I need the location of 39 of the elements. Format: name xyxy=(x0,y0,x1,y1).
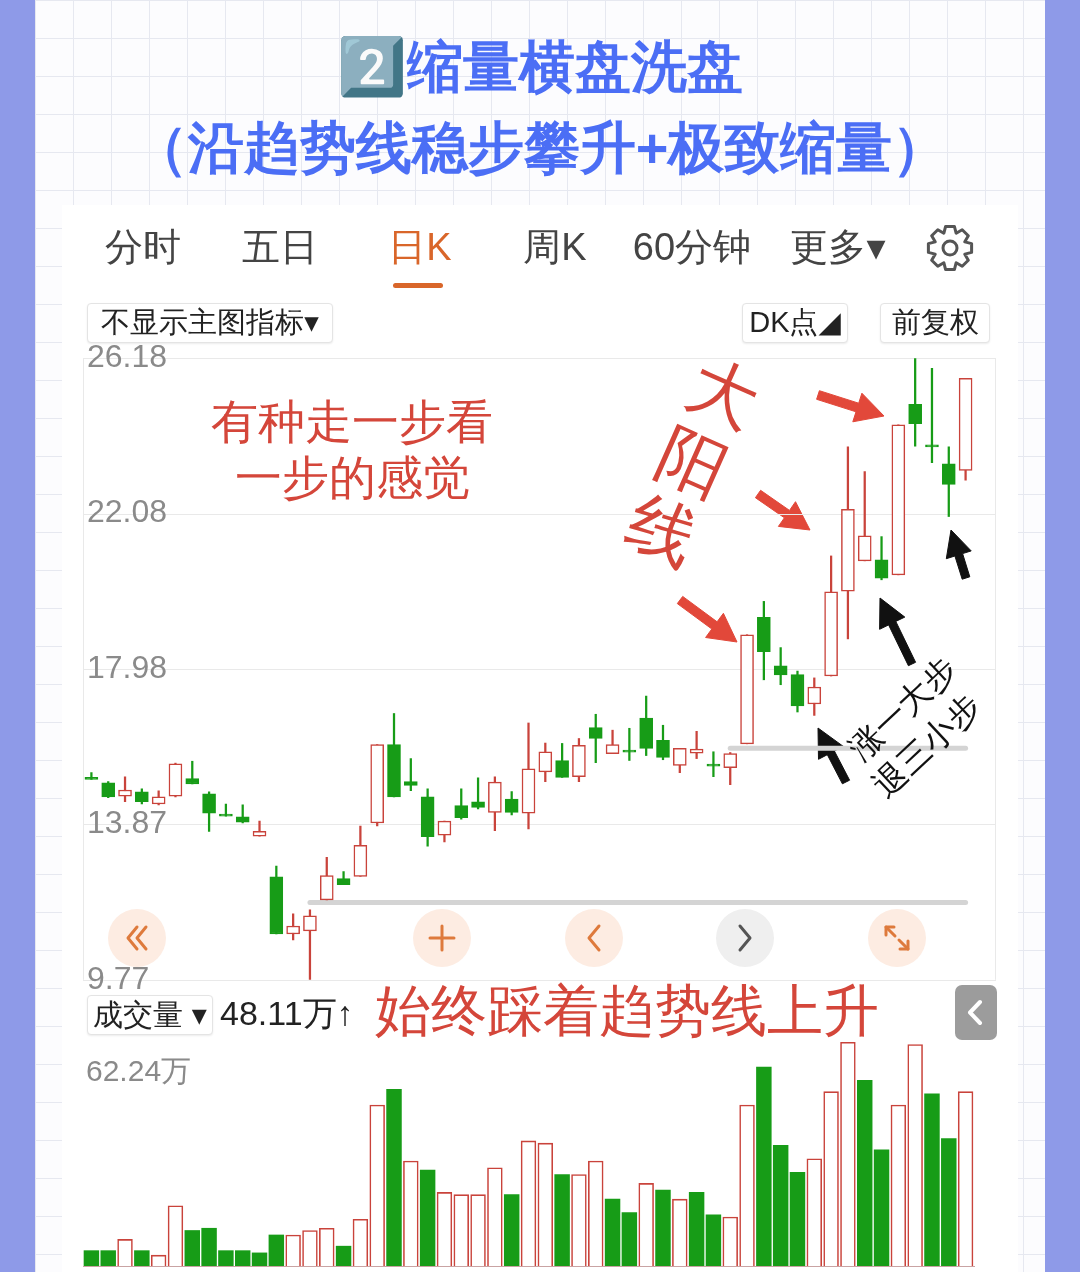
y-tick-label: 9.77 xyxy=(87,959,150,996)
bar xyxy=(386,1089,402,1266)
annotation: 62.24万 xyxy=(86,1053,192,1087)
text: 60分钟 xyxy=(632,226,752,269)
bar xyxy=(621,1212,638,1266)
y-tick-label: 26.18 xyxy=(87,338,168,375)
text: DK点◢ xyxy=(742,303,848,343)
y-tick-label: 22.08 xyxy=(87,493,168,530)
bar xyxy=(335,1245,352,1266)
bar xyxy=(503,1194,520,1266)
text: 成交量 ▾ xyxy=(87,995,213,1035)
bar xyxy=(856,1080,873,1266)
bar xyxy=(688,1192,705,1266)
chart-subtitle: （沿趋势线稳步攀升+极致缩量） xyxy=(130,114,950,181)
text: 更多▾ xyxy=(790,226,886,269)
bar xyxy=(789,1171,806,1266)
bar xyxy=(251,1252,268,1266)
y-tick-label: 17.98 xyxy=(87,648,168,685)
bar xyxy=(554,1174,570,1266)
text: 五日 xyxy=(242,226,318,269)
y-tick-label: 13.87 xyxy=(87,804,168,841)
bar xyxy=(705,1214,722,1266)
text: 不显示主图指标▾ xyxy=(101,306,319,338)
bar xyxy=(873,1149,890,1266)
bar xyxy=(604,1198,621,1266)
text: 前复权 xyxy=(880,303,990,343)
text: 日K xyxy=(388,226,452,269)
bar xyxy=(655,1189,671,1266)
candlestick xyxy=(689,730,704,759)
text: 48.11万↑ xyxy=(220,994,354,1033)
bar xyxy=(134,1250,150,1266)
chart-title: 2⃣缩量横盘洗盘 xyxy=(336,33,744,100)
text: 周K xyxy=(523,226,587,269)
annotation: 有种走一步看一步的感觉 xyxy=(210,394,494,506)
bar xyxy=(419,1169,436,1266)
annotation: 大阳线 xyxy=(615,344,772,580)
bar xyxy=(268,1234,285,1266)
text: 分时 xyxy=(105,226,181,269)
annotation: 始终踩着趋势线上升 xyxy=(375,979,879,1043)
